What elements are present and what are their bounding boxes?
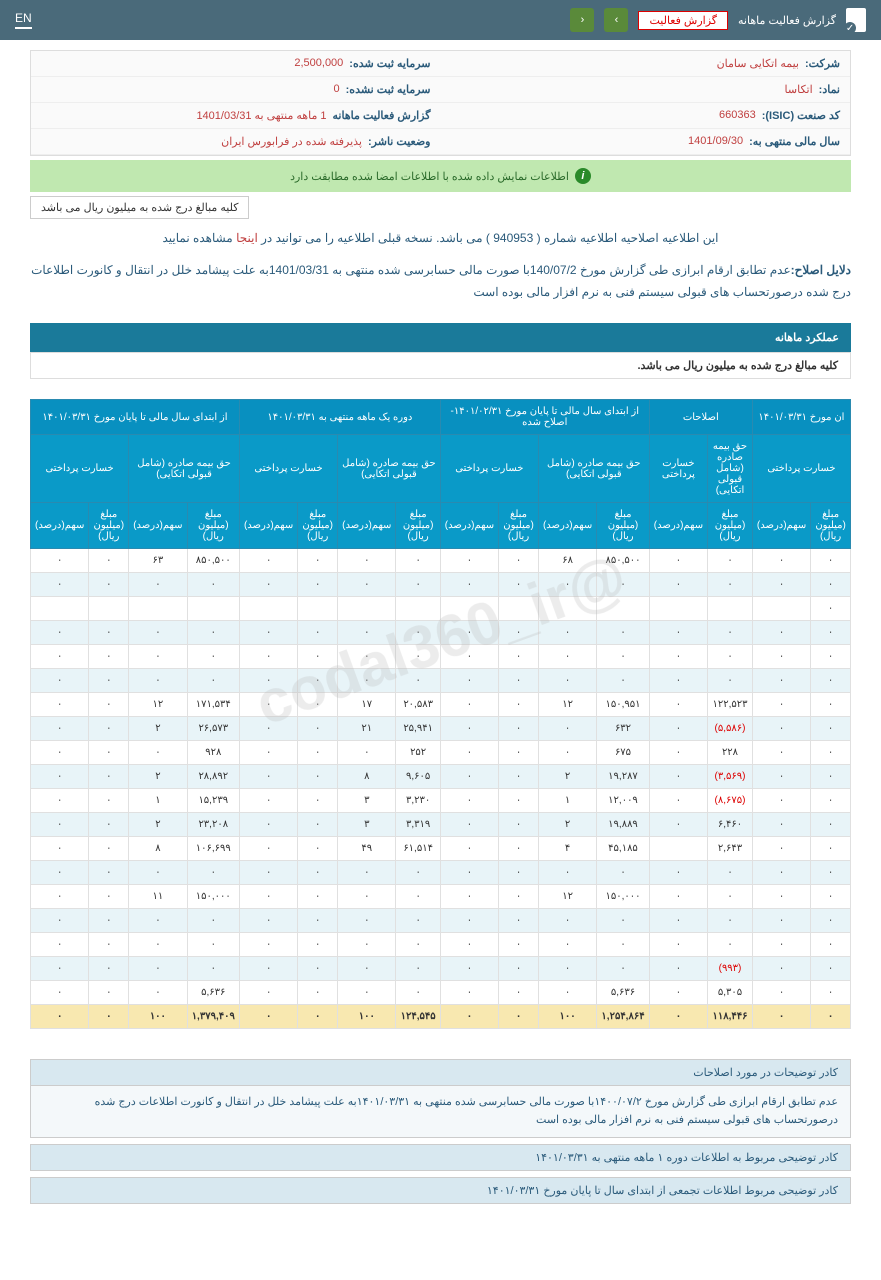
document-icon bbox=[846, 8, 866, 32]
table-row: ۰۰۵,۳۰۵۰۵,۶۳۶۰۰۰۰۰۰۰۵,۶۳۶۰۰۰ bbox=[31, 981, 851, 1005]
footer-head-1: کادر توضیحات در مورد اصلاحات bbox=[30, 1059, 851, 1086]
info-panel: شرکت: بیمه اتکایی سامان سرمایه ثبت شده: … bbox=[30, 50, 851, 156]
capital-unreg-label: سرمایه ثبت نشده: bbox=[346, 83, 431, 96]
footer-body-1: عدم تطابق ارقام ابرازی طی گزارش مورخ ۱۴۰… bbox=[30, 1086, 851, 1138]
table-row: ۰۰۲,۶۴۳۴۵,۱۸۵۴۰۰۶۱,۵۱۴۴۹۰۰۱۰۶,۶۹۹۸۰۰ bbox=[31, 837, 851, 861]
table-row: ۰۰۰۰۰۰۰۰۰۰۰۰۰۰۰۰ bbox=[31, 621, 851, 645]
table-total-row: ۰۰۱۱۸,۴۴۶۰۱,۲۵۴,۸۶۴۱۰۰۰۰۱۲۴,۵۴۵۱۰۰۰۰۱,۳۷… bbox=[31, 1005, 851, 1029]
amendment-reason: دلایل اصلاح:عدم تطابق ارقام ابرازی طی گز… bbox=[30, 260, 851, 303]
previous-version-link[interactable]: اینجا bbox=[236, 231, 258, 245]
report-badge: گزارش فعالیت bbox=[638, 11, 728, 30]
top-bar: گزارش فعالیت ماهانه گزارش فعالیت › ‹ EN bbox=[0, 0, 881, 40]
table-row: ۰۰(۸,۶۷۵)۰۱۲,۰۰۹۱۰۰۳,۲۳۰۳۰۰۱۵,۲۳۹۱۰۰ bbox=[31, 789, 851, 813]
currency-note: کلیه مبالغ درج شده به میلیون ریال می باش… bbox=[30, 196, 249, 219]
table-row: ۰۰۲۲۸۰۶۷۵۰۰۰۲۵۲۰۰۰۹۲۸۰۰۰ bbox=[31, 741, 851, 765]
capital-unreg-value: 0 bbox=[334, 83, 340, 96]
table-row: ۰۰(۵,۵۸۶)۰۶۳۲۰۰۰۲۵,۹۴۱۲۱۰۰۲۶,۵۷۳۲۰۰ bbox=[31, 717, 851, 741]
footer-head-3: کادر توضیحی مربوط اطلاعات تجمعی از ابتدا… bbox=[30, 1177, 851, 1204]
table-row: ۰۰۰۰۰۰۰۰۰۰۰۰۰۰۰۰ bbox=[31, 861, 851, 885]
report-type-value: 1 ماهه منتهی به 1401/03/31 bbox=[196, 109, 326, 122]
page-title: گزارش فعالیت ماهانه bbox=[738, 14, 836, 27]
company-label: شرکت: bbox=[805, 57, 840, 70]
table-row: ۰۰۰۰۸۵۰,۵۰۰۶۸۰۰۰۰۰۰۸۵۰,۵۰۰۶۳۰۰ bbox=[31, 549, 851, 573]
fiscal-year-value: 1401/09/30 bbox=[688, 135, 743, 148]
isic-value: 660363 bbox=[719, 109, 756, 122]
table-row: ۰۰(۳,۵۶۹)۰۱۹,۲۸۷۲۰۰۹,۶۰۵۸۰۰۲۸,۸۹۲۲۰۰ bbox=[31, 765, 851, 789]
table-row: ۰۰۰۰۰۰۰۰۰۰۰۰۰۰۰۰ bbox=[31, 909, 851, 933]
amendment-notice: این اطلاعیه اصلاحیه اطلاعیه شماره ( 9409… bbox=[30, 231, 851, 245]
section-subtitle: کلیه مبالغ درج شده به میلیون ریال می باش… bbox=[30, 352, 851, 379]
table-row: ۰۰۰۰۰۰۰۰۰۰۰۰۰۰۰۰ bbox=[31, 645, 851, 669]
status-label: وضعیت ناشر: bbox=[368, 135, 431, 148]
fiscal-year-label: سال مالی منتهی به: bbox=[749, 135, 840, 148]
section-header: عملکرد ماهانه bbox=[30, 323, 851, 352]
language-button[interactable]: EN bbox=[15, 11, 32, 29]
nav-prev-button[interactable]: ‹ bbox=[570, 8, 594, 32]
isic-label: کد صنعت (ISIC): bbox=[762, 109, 840, 122]
footer-head-2: کادر توضیحی مربوط به اطلاعات دوره ۱ ماهه… bbox=[30, 1144, 851, 1171]
capital-reg-label: سرمایه ثبت شده: bbox=[349, 57, 430, 70]
table-row: ۰ bbox=[31, 597, 851, 621]
performance-table: ان مورخ ۱۴۰۱/۰۳/۳۱ اصلاحات از ابتدای سال… bbox=[30, 399, 851, 1029]
table-row: ۰۰۰۰۱۵۰,۰۰۰۱۲۰۰۰۰۰۰۱۵۰,۰۰۰۱۱۰۰ bbox=[31, 885, 851, 909]
company-value: بیمه اتکایی سامان bbox=[717, 57, 799, 70]
table-row: ۰۰۰۰۰۰۰۰۰۰۰۰۰۰۰۰ bbox=[31, 933, 851, 957]
capital-reg-value: 2,500,000 bbox=[294, 57, 343, 70]
status-value: پذیرفته شده در فرابورس ایران bbox=[221, 135, 362, 148]
symbol-value: اتکاسا bbox=[785, 83, 813, 96]
table-row: ۰۰۱۲۲,۵۲۳۰۱۵۰,۹۵۱۱۲۰۰۲۰,۵۸۳۱۷۰۰۱۷۱,۵۳۴۱۲… bbox=[31, 693, 851, 717]
nav-next-button[interactable]: › bbox=[604, 8, 628, 32]
signature-match-alert: اطلاعات نمایش داده شده با اطلاعات امضا ش… bbox=[30, 160, 851, 192]
footer-notes: کادر توضیحات در مورد اصلاحات عدم تطابق ا… bbox=[30, 1059, 851, 1204]
table-row: ۰۰(۹۹۳)۰۰۰۰۰۰۰۰۰۰۰۰۰ bbox=[31, 957, 851, 981]
table-row: ۰۰۰۰۰۰۰۰۰۰۰۰۰۰۰۰ bbox=[31, 669, 851, 693]
table-row: ۰۰۰۰۰۰۰۰۰۰۰۰۰۰۰۰ bbox=[31, 573, 851, 597]
symbol-label: نماد: bbox=[819, 83, 840, 96]
table-row: ۰۰۶,۴۶۰۰۱۹,۸۸۹۲۰۰۳,۳۱۹۳۰۰۲۳,۲۰۸۲۰۰ bbox=[31, 813, 851, 837]
report-type-label: گزارش فعالیت ماهانه bbox=[333, 109, 431, 122]
